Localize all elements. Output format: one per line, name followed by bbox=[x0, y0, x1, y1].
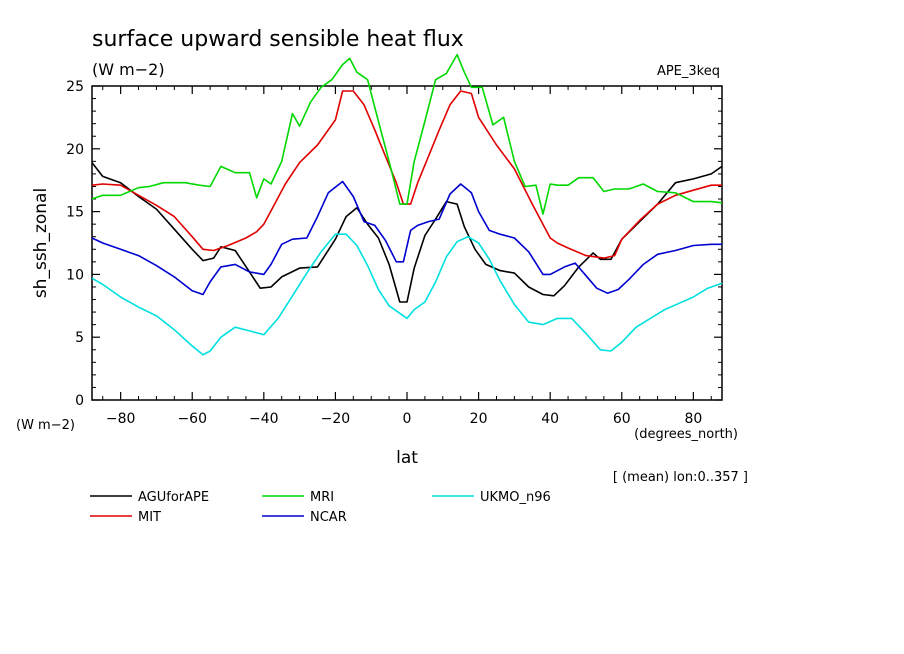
y-tick-label: 25 bbox=[66, 79, 84, 95]
x-tick-label: 60 bbox=[613, 411, 631, 427]
series-line-mit bbox=[91, 90, 722, 259]
y-tick-label: 0 bbox=[75, 393, 84, 409]
y-tick-labels: 0 5 10 15 20 25 bbox=[66, 79, 84, 409]
y-axis-label: sh_ssh_zonal bbox=[31, 188, 51, 298]
x-tick-label: 0 bbox=[403, 411, 412, 427]
legend-label-ncar: NCAR bbox=[310, 510, 347, 525]
series-line-ncar bbox=[91, 180, 722, 296]
x-tick-labels: −80 −60 −40 −20 0 20 40 60 80 bbox=[106, 411, 702, 427]
x-tick-label: −80 bbox=[106, 411, 136, 427]
chart-title: surface upward sensible heat flux bbox=[92, 27, 464, 52]
series-lines bbox=[91, 53, 723, 356]
x-tick-label: −40 bbox=[249, 411, 279, 427]
legend-label-mri: MRI bbox=[310, 490, 334, 505]
experiment-label: APE_3keq bbox=[657, 64, 720, 79]
x-tick-label: −60 bbox=[177, 411, 207, 427]
legend-label-aguforape: AGUforAPE bbox=[138, 490, 209, 505]
series-line-mri bbox=[91, 53, 723, 215]
x-tick-label: −20 bbox=[321, 411, 351, 427]
legend-label-ukmo-n96: UKMO_n96 bbox=[480, 490, 551, 505]
legend-label-mit: MIT bbox=[138, 510, 161, 525]
series-line-ukmo-n96 bbox=[91, 233, 723, 356]
averaging-note: [ (mean) lon:0..357 ] bbox=[613, 470, 748, 485]
x-axis-units: (degrees_north) bbox=[634, 427, 738, 442]
minor-ticks bbox=[92, 86, 722, 400]
x-axis-label: lat bbox=[396, 448, 418, 468]
x-tick-label: 20 bbox=[470, 411, 488, 427]
y-tick-label: 10 bbox=[66, 267, 84, 283]
series-line-aguforape bbox=[91, 162, 723, 303]
x-tick-label: 80 bbox=[684, 411, 702, 427]
legend: AGUforAPE MRI UKMO_n96 MIT NCAR bbox=[90, 490, 551, 525]
x-tick-label: 40 bbox=[541, 411, 559, 427]
y-tick-label: 20 bbox=[66, 142, 84, 158]
y-axis-units: (W m−2) bbox=[16, 418, 75, 433]
y-tick-label: 15 bbox=[66, 205, 84, 221]
chart-units: (W m−2) bbox=[92, 60, 165, 79]
y-tick-label: 5 bbox=[75, 330, 84, 346]
